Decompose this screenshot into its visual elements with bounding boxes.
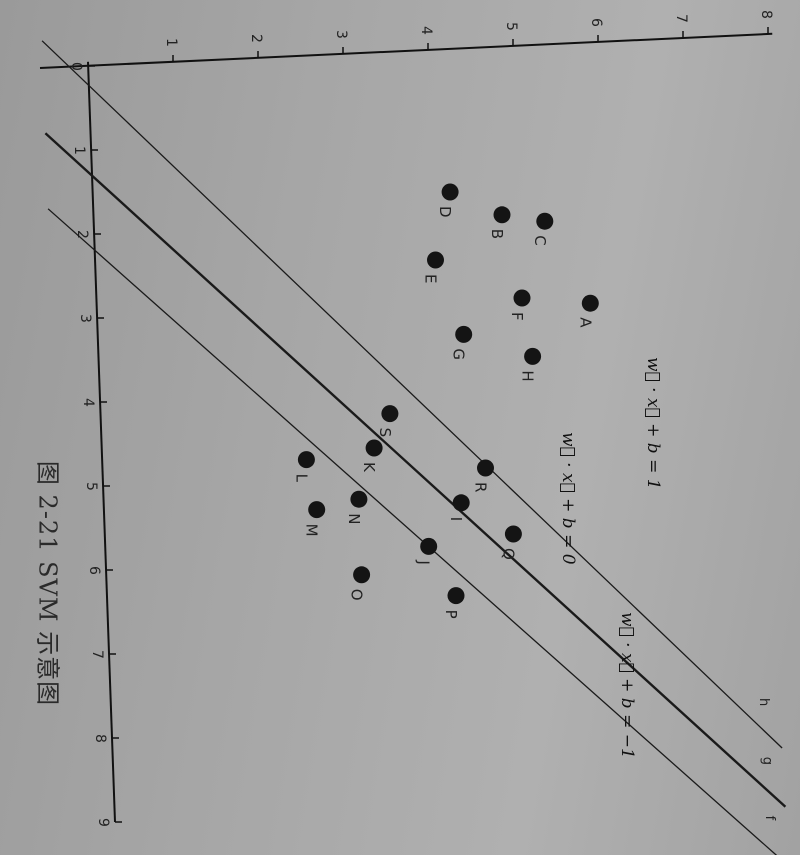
line-name-h: h — [756, 698, 771, 706]
x-tick-label: 5 — [83, 482, 99, 491]
x-tick-label: 6 — [86, 566, 102, 575]
line-name-f: f — [762, 816, 777, 821]
point-label-N: N — [345, 513, 363, 524]
y-tick-label: 6 — [588, 18, 604, 27]
y-tick-label: 4 — [418, 26, 434, 35]
data-point-A — [581, 294, 599, 312]
x-tick-label: 9 — [95, 818, 111, 827]
x-tick-label: 3 — [77, 314, 93, 323]
y-tick-label: 8 — [758, 10, 774, 19]
x-tick-label: 4 — [80, 398, 96, 407]
point-label-O: O — [348, 589, 366, 601]
line-h — [41, 40, 783, 749]
figure-caption: 图 2-21 SVM 示意图 — [33, 460, 62, 707]
point-label-B: B — [488, 229, 506, 239]
data-point-D — [441, 183, 459, 201]
data-point-C — [536, 212, 554, 230]
data-point-P — [447, 587, 465, 605]
point-label-I: I — [447, 517, 465, 521]
point-label-G: G — [450, 348, 468, 360]
y-tick-label: 3 — [333, 30, 349, 39]
x-tick-label: 2 — [74, 230, 90, 239]
axes: 0 1 2 3 4 5 6 7 8 9 1 2 3 4 5 6 7 8 — [39, 10, 774, 827]
line-f — [47, 208, 778, 855]
line-name-g: g — [759, 757, 774, 765]
data-point-I — [452, 494, 470, 512]
x-tick-label: 0 — [68, 62, 84, 71]
data-point-M — [308, 501, 326, 519]
y-axis-line — [39, 32, 773, 69]
x-tick-label: 7 — [89, 650, 105, 659]
data-point-K — [365, 439, 383, 457]
data-point-J — [420, 537, 438, 555]
data-point-E — [427, 251, 444, 269]
data-point-F — [513, 289, 531, 307]
point-label-C: C — [531, 235, 549, 245]
point-label-F: F — [508, 312, 526, 321]
y-tick-label: 7 — [673, 14, 689, 23]
equation-label-f: w⃗ · x⃗ + b = −1 — [617, 612, 637, 759]
point-label-J: J — [415, 559, 433, 564]
data-point-Q — [504, 525, 522, 543]
data-point-O — [353, 566, 371, 584]
x-tick-label: 1 — [71, 146, 87, 155]
point-label-L: L — [292, 474, 310, 483]
data-point-G — [455, 325, 473, 343]
data-point-B — [493, 206, 511, 224]
point-label-H: H — [519, 370, 537, 381]
data-point-H — [524, 347, 542, 365]
separating-lines: h g f — [41, 40, 787, 855]
data-point-L — [297, 451, 315, 469]
equation-label-h: w⃗ · x⃗ + b = 1 — [643, 357, 663, 490]
point-label-P: P — [442, 610, 460, 619]
point-label-M: M — [303, 524, 321, 537]
data-point-R — [477, 459, 494, 477]
y-tick-label: 5 — [503, 22, 519, 31]
data-points: A B C D E F G H I J K L M N O P Q R S — [292, 183, 599, 619]
equation-labels: w⃗ · x⃗ + b = 1 w⃗ · x⃗ + b = 0 w⃗ · x⃗ … — [558, 357, 663, 759]
x-tick-label: 8 — [92, 734, 108, 743]
point-label-A: A — [576, 317, 594, 328]
line-g — [44, 132, 787, 808]
data-point-N — [350, 490, 368, 508]
point-label-K: K — [360, 462, 378, 473]
point-label-E: E — [422, 274, 440, 283]
y-tick-label: 1 — [163, 38, 179, 47]
point-label-Q: Q — [499, 548, 517, 560]
data-point-S — [381, 405, 399, 423]
point-label-D: D — [436, 206, 454, 218]
y-tick-label: 2 — [248, 34, 264, 43]
equation-label-g: w⃗ · x⃗ + b = 0 — [558, 432, 578, 565]
point-label-R: R — [472, 482, 490, 492]
point-label-S: S — [376, 428, 394, 438]
x-axis-line — [87, 61, 116, 823]
